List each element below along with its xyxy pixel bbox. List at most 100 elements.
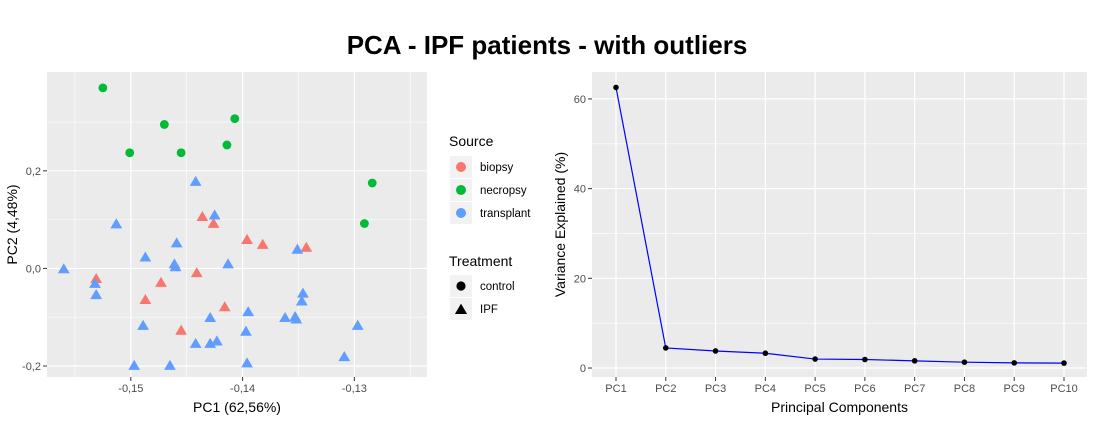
scree-point <box>1061 360 1067 366</box>
pca-point-transplant-ipf <box>189 175 202 186</box>
pca-x-axis-title: PC1 (62,56%) <box>193 399 281 415</box>
pca-point-transplant-ipf <box>290 313 303 324</box>
scree-x-tick-label: PC7 <box>904 383 925 395</box>
scree-x-tick-label: PC3 <box>705 383 726 395</box>
pca-point-biopsy-ipf <box>190 267 203 278</box>
pca-x-tick-label: -0,15 <box>118 383 143 395</box>
pca-point-biopsy-ipf <box>218 301 231 312</box>
pca-point-transplant-ipf <box>89 277 101 288</box>
scree-y-axis: 0 20 40 60 <box>574 94 592 375</box>
pca-point-necropsy-control <box>360 219 369 228</box>
chart-title: PCA - IPF patients - with outliers <box>347 30 748 60</box>
pca-y-axis-title: PC2 (4,48%) <box>4 184 20 264</box>
scree-point <box>812 356 818 362</box>
legend-source-items: biopsy necropsy transplant <box>450 156 531 224</box>
legend-key-control <box>456 281 466 291</box>
scree-x-tick-label: PC1 <box>605 383 626 395</box>
legend-label-biopsy: biopsy <box>480 162 513 174</box>
scree-y-tick-label: 20 <box>574 273 586 285</box>
legend-label-transplant: transplant <box>480 208 531 220</box>
pca-point-transplant-ipf <box>137 319 150 330</box>
scree-point <box>1011 360 1018 366</box>
pca-point-necropsy-control <box>176 148 186 158</box>
pca-y-tick-label: 0,0 <box>26 263 41 275</box>
pca-point-necropsy-control <box>159 120 169 129</box>
scree-x-tick-label: PC9 <box>1004 383 1025 395</box>
legend-label-circle: control <box>480 281 515 293</box>
scree-point <box>911 358 918 364</box>
pca-point-transplant-ipf <box>204 311 217 323</box>
pca-point-transplant-ipf <box>57 263 70 274</box>
pca-point-transplant-ipf <box>110 218 123 229</box>
scree-x-axis-title: Principal Components <box>771 399 908 415</box>
pca-points <box>57 83 377 370</box>
scree-x-tick-label: PC5 <box>804 383 825 395</box>
pca-point-transplant-ipf <box>139 251 152 262</box>
scree-series-line <box>615 87 1065 364</box>
scree-plot-panel <box>592 72 1087 377</box>
pca-point-transplant-ipf <box>189 337 202 348</box>
pca-point-transplant-ipf <box>222 258 234 269</box>
scree-x-tick-label: PC6 <box>854 383 875 395</box>
pca-point-transplant-ipf <box>240 325 252 336</box>
pca-point-transplant-ipf <box>208 209 221 220</box>
scree-point <box>961 359 968 365</box>
legend-source-title: Source <box>449 133 494 149</box>
scree-y-tick-label: 40 <box>574 184 586 196</box>
pca-point-transplant-ipf <box>297 287 309 298</box>
scree-x-tick-label: PC4 <box>755 383 776 395</box>
pca-point-transplant-ipf <box>241 357 253 368</box>
pca-point-biopsy-ipf <box>90 272 103 283</box>
pca-y-tick-label: 0,2 <box>26 166 41 178</box>
pca-point-transplant-ipf <box>128 359 141 370</box>
pca-point-necropsy-control <box>98 83 108 93</box>
pca-point-biopsy-ipf <box>139 293 152 304</box>
pca-point-transplant-ipf <box>242 306 255 317</box>
pca-point-necropsy-control <box>125 148 135 158</box>
pca-point-necropsy-control <box>230 114 240 124</box>
pca-x-axis: -0,15 -0,14 -0,13 <box>118 377 367 395</box>
legend-key-transplant <box>456 208 466 218</box>
pca-point-transplant-ipf <box>169 261 182 272</box>
pca-point-transplant-ipf <box>210 335 223 346</box>
pca-y-tick-label: -0,2 <box>22 361 41 373</box>
pca-point-transplant-ipf <box>338 351 351 362</box>
pca-point-biopsy-ipf <box>300 241 313 252</box>
pca-point-transplant-ipf <box>295 295 308 306</box>
pca-point-biopsy-ipf <box>207 217 220 228</box>
scree-point <box>662 345 669 351</box>
pca-point-biopsy-ipf <box>155 276 167 287</box>
pca-point-biopsy-ipf <box>241 233 253 244</box>
pca-point-biopsy-ipf <box>175 324 188 335</box>
scree-point <box>762 350 769 357</box>
pca-point-transplant-ipf <box>90 289 103 300</box>
pca-y-axis: -0,2 0,0 0,2 <box>22 166 47 373</box>
legend-label-triangle: IPF <box>480 304 498 316</box>
legend-label-necropsy: necropsy <box>480 185 527 197</box>
scree-gridlines <box>592 72 1087 377</box>
pca-point-biopsy-ipf <box>196 210 209 222</box>
scree-x-tick-label: PC8 <box>954 383 975 395</box>
scree-x-axis: PC1 PC2 PC3 PC4 PC5 PC6 PC7 PC8 PC9 PC10 <box>605 377 1078 395</box>
legend-treatment-items: control IPF <box>450 275 515 320</box>
pca-x-tick-label: -0,13 <box>342 383 367 395</box>
scree-plot: PC1 PC2 PC3 PC4 PC5 PC6 PC7 PC8 PC9 PC10 0204060 … <box>552 72 1087 415</box>
scree-point <box>862 356 868 363</box>
pca-x-tick-label: -0,14 <box>230 383 255 395</box>
scree-point <box>613 84 619 91</box>
legend-treatment-title: Treatment <box>449 253 512 269</box>
legend-key-ipf <box>454 303 468 314</box>
pca-point-biopsy-ipf <box>256 238 269 249</box>
pca-point-transplant-ipf <box>170 237 183 248</box>
pca-point-necropsy-control <box>222 140 232 150</box>
pca-point-transplant-ipf <box>279 311 291 323</box>
pca-point-transplant-ipf <box>291 243 304 254</box>
legend-key-biopsy <box>456 162 466 172</box>
pca-point-transplant-ipf <box>351 319 364 330</box>
pca-scatter-plot: -0,15 -0,14 -0,13 -0,20,00,2 PC1 (62,56%) … <box>4 72 427 415</box>
pca-point-necropsy-control <box>367 178 377 188</box>
scree-y-axis-title: Variance Explained (%) <box>552 152 568 297</box>
scree-x-tick-label: PC10 <box>1050 383 1078 395</box>
pca-point-transplant-ipf <box>164 359 176 370</box>
scree-x-tick-label: PC2 <box>655 383 676 395</box>
